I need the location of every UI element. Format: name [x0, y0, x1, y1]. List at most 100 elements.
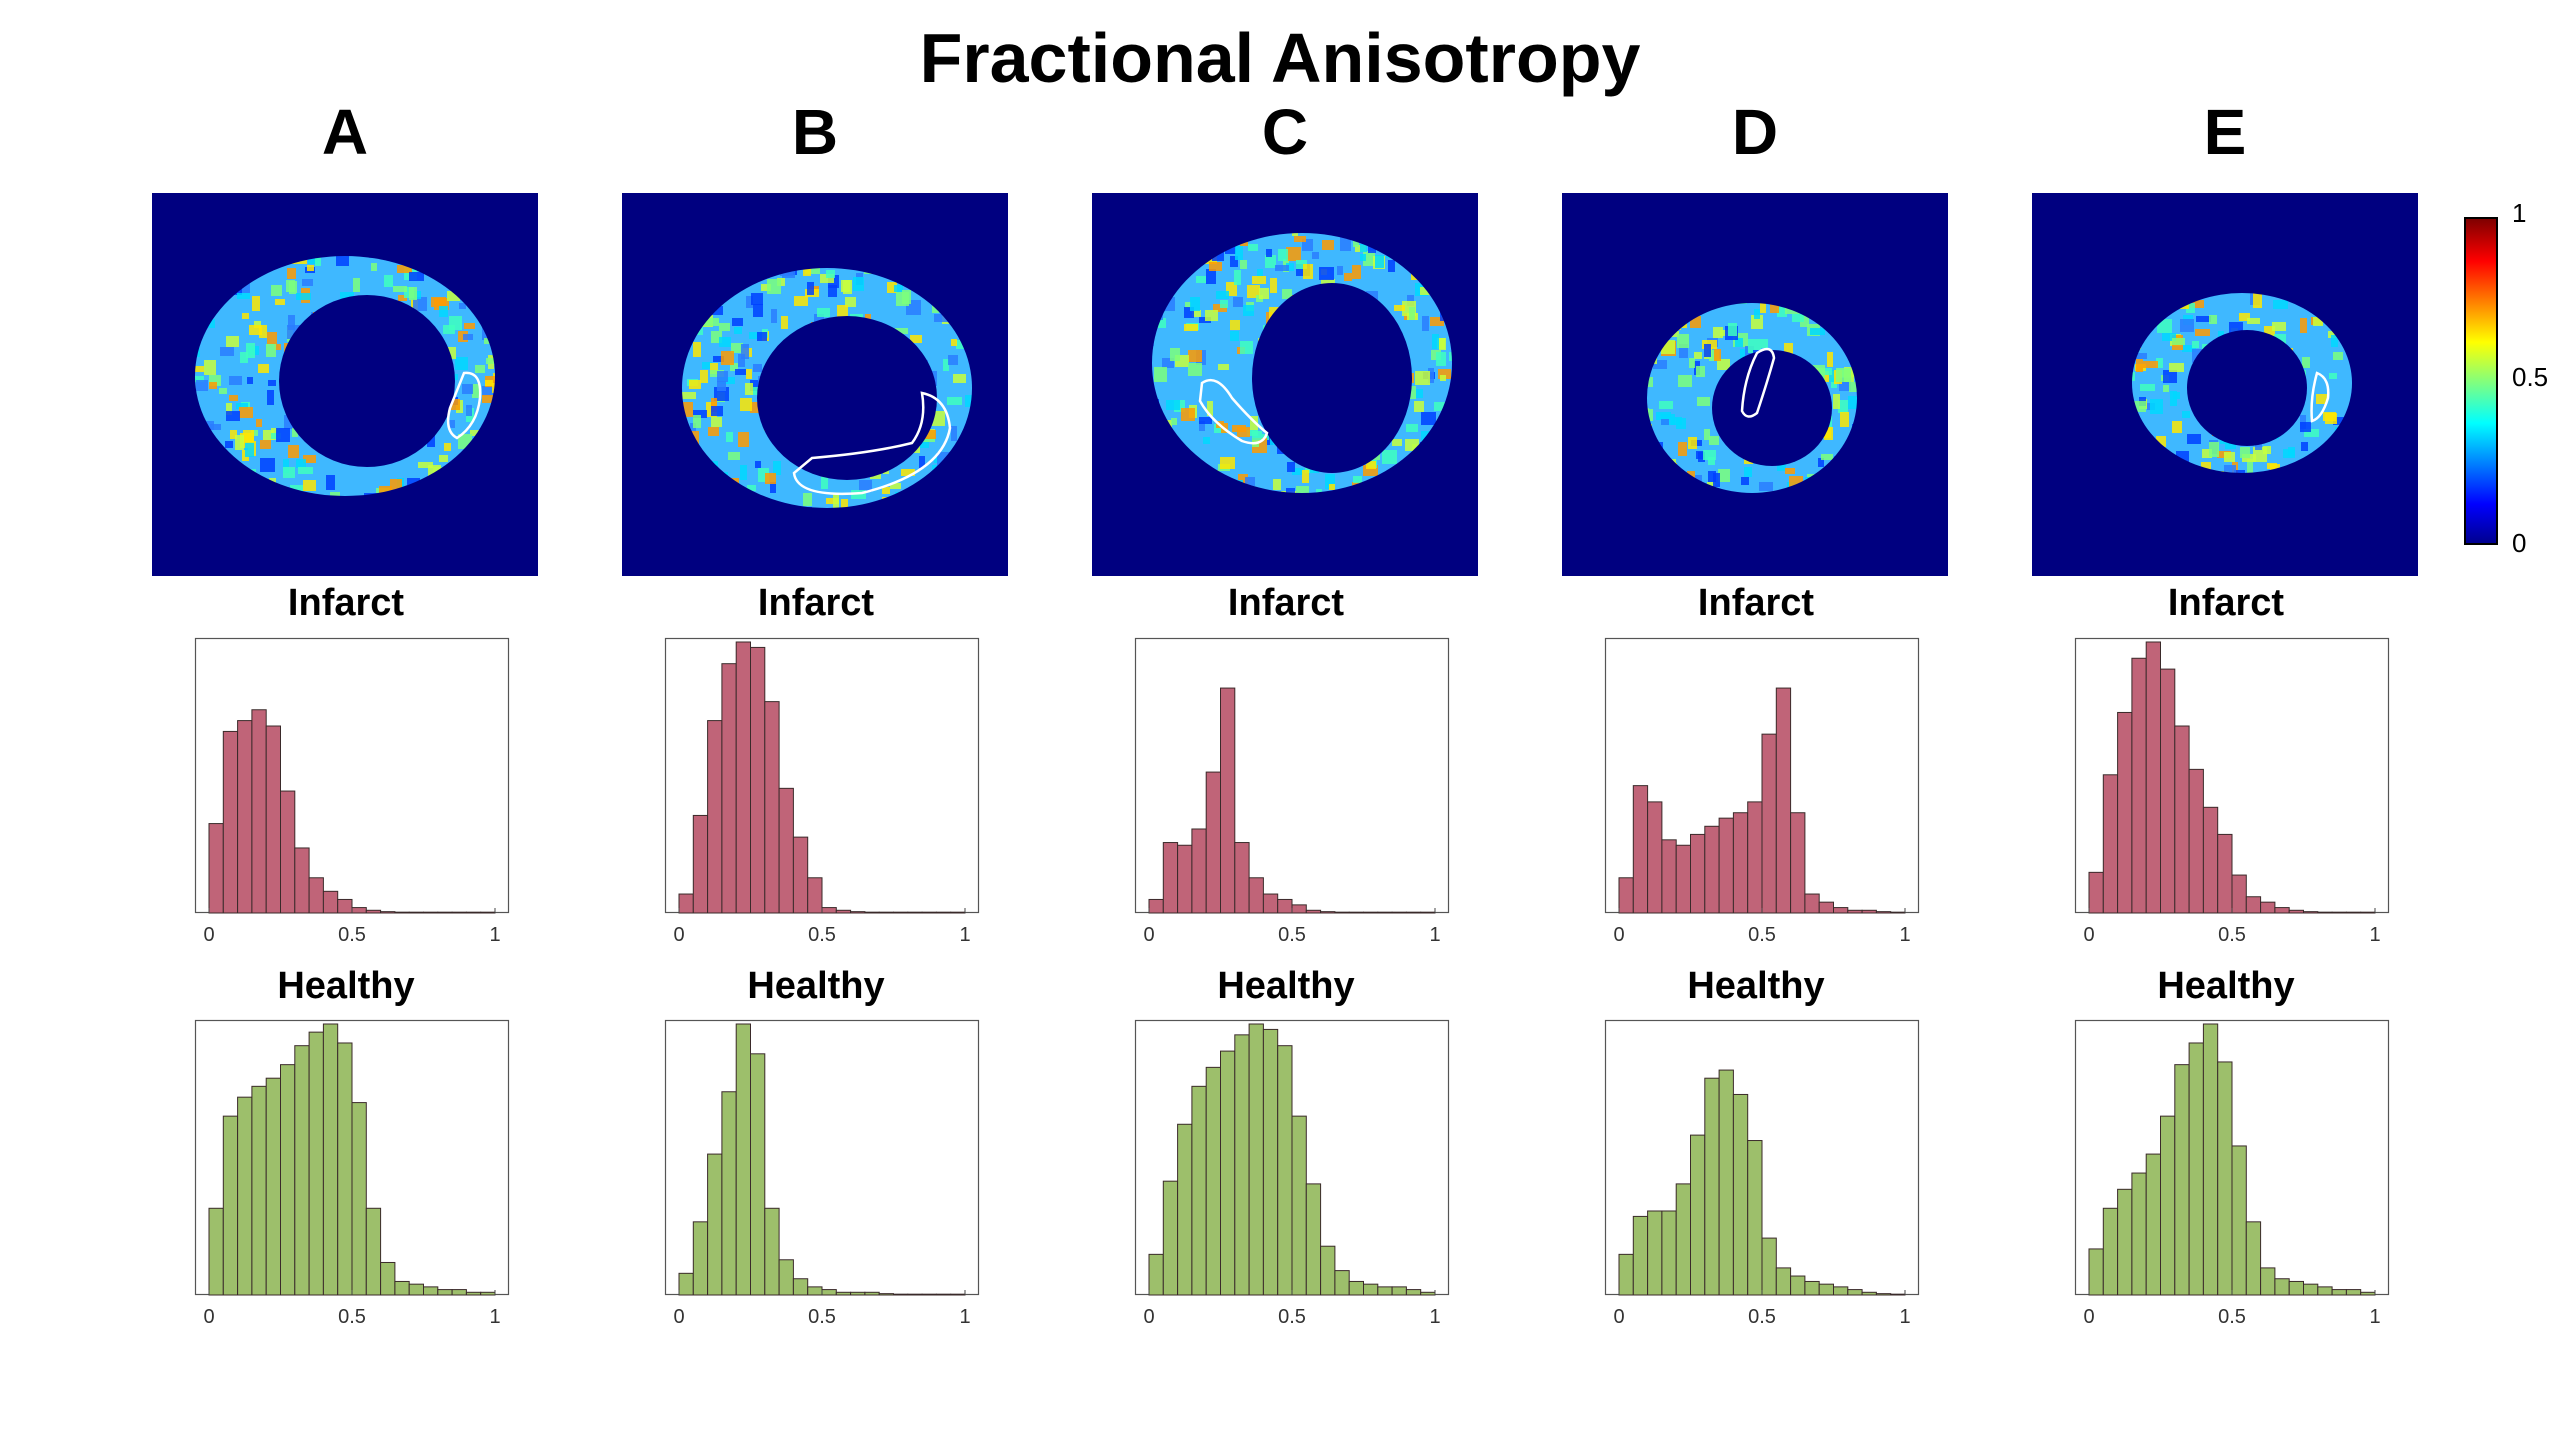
tissue-speckle: [534, 356, 538, 367]
tissue-speckle: [858, 381, 871, 392]
tissue-speckle: [1752, 230, 1765, 236]
tissue-speckle: [1366, 461, 1376, 469]
tissue-speckle: [1883, 516, 1896, 531]
tissue-speckle: [2058, 465, 2067, 476]
tissue-speckle: [524, 195, 534, 206]
tissue-speckle: [1467, 505, 1476, 520]
tissue-speckle: [413, 297, 427, 311]
tissue-speckle: [1704, 344, 1711, 357]
tissue-speckle: [1440, 375, 1446, 381]
tissue-speckle: [1292, 228, 1298, 236]
tissue-speckle: [841, 499, 848, 511]
tissue-speckle: [1855, 276, 1867, 282]
tissue-speckle: [427, 434, 435, 447]
tissue-speckle: [209, 382, 217, 389]
tissue-speckle: [879, 511, 888, 518]
tissue-speckle: [285, 547, 291, 553]
tissue-speckle: [1411, 261, 1419, 273]
tissue-speckle: [660, 344, 666, 350]
tissue-speckle: [691, 551, 700, 557]
tissue-speckle: [2200, 193, 2213, 208]
hist-bar: [2088, 1248, 2104, 1296]
hist-bar: [764, 1207, 780, 1296]
fa-map-panel-d: [1562, 193, 1948, 576]
tissue-speckle: [1652, 218, 1662, 228]
tissue-speckle: [1359, 359, 1370, 371]
tissue-speckle: [769, 424, 778, 432]
tissue-speckle: [1364, 213, 1374, 223]
tissue-speckle: [773, 461, 781, 475]
colorbar-tick-mid: 0.5: [2512, 362, 2549, 392]
tissue-speckle: [2349, 316, 2362, 327]
tissue-speckle: [2133, 353, 2147, 359]
tissue-speckle: [1898, 514, 1912, 523]
tissue-speckle: [910, 272, 921, 282]
tissue-speckle: [2195, 329, 2210, 336]
tissue-speckle: [1304, 549, 1315, 555]
tissue-speckle: [1422, 316, 1429, 331]
tissue-speckle: [2371, 429, 2385, 441]
tissue-speckle: [2196, 376, 2209, 387]
tissue-speckle: [1929, 341, 1938, 353]
tissue-speckle: [1759, 482, 1773, 491]
tissue-speckle: [2416, 215, 2418, 228]
tissue-speckle: [1792, 314, 1804, 322]
tissue-speckle: [1171, 418, 1177, 425]
tissue-speckle: [1659, 401, 1673, 409]
tissue-speckle: [1706, 522, 1716, 528]
tissue-speckle: [2247, 318, 2260, 324]
tissue-speckle: [2129, 237, 2140, 246]
tissue-speckle: [1829, 516, 1838, 522]
tissue-speckle: [2172, 247, 2181, 261]
tissue-speckle: [1003, 553, 1008, 564]
tissue-speckle: [2331, 335, 2338, 347]
tissue-speckle: [1741, 477, 1749, 485]
tissue-speckle: [2333, 417, 2346, 425]
tissue-speckle: [508, 465, 523, 476]
tissue-speckle: [1292, 295, 1303, 305]
tissue-speckle: [1234, 270, 1241, 285]
hist-bar: [1420, 911, 1436, 914]
tissue-speckle: [2275, 392, 2284, 405]
tissue-speckle: [1886, 335, 1901, 346]
tissue-speckle: [756, 518, 768, 527]
tissue-speckle: [2301, 442, 2308, 451]
tissue-speckle: [1124, 271, 1134, 278]
tissue-speckle: [492, 383, 498, 393]
tissue-speckle: [1572, 562, 1587, 576]
tissue-speckle: [1664, 331, 1679, 337]
tissue-speckle: [987, 501, 998, 508]
tissue-speckle: [2055, 236, 2070, 248]
tissue-speckle: [827, 219, 834, 231]
tissue-speckle: [1443, 442, 1452, 451]
tissue-speckle: [809, 458, 818, 472]
tissue-speckle: [1344, 343, 1359, 355]
tissue-speckle: [775, 403, 785, 414]
tissue-speckle: [482, 395, 493, 403]
tissue-speckle: [1629, 389, 1638, 396]
tissue-speckle: [303, 455, 316, 463]
tissue-speckle: [209, 375, 221, 386]
tissue-speckle: [287, 268, 296, 279]
tissue-speckle: [907, 517, 917, 530]
tissue-speckle: [1448, 313, 1461, 325]
tissue-speckle: [1602, 418, 1616, 432]
tissue-speckle: [269, 478, 276, 485]
tissue-speckle: [283, 467, 295, 478]
tissue-speckle: [475, 280, 486, 291]
tissue-speckle: [701, 245, 708, 255]
tissue-speckle: [1851, 558, 1863, 570]
tissue-speckle: [266, 344, 276, 357]
tissue-speckle: [1298, 435, 1309, 444]
infarct-title-d: Infarct: [1697, 582, 1815, 624]
tissue-speckle: [1601, 533, 1609, 541]
hist-bar: [2331, 911, 2347, 914]
tissue-speckle: [1895, 516, 1902, 526]
tissue-speckle: [1409, 552, 1423, 559]
tissue-speckle: [1626, 552, 1638, 567]
tissue-speckle: [2349, 408, 2357, 423]
tissue-speckle: [268, 380, 276, 386]
hist-bar: [792, 1278, 809, 1296]
tissue-speckle: [1657, 237, 1670, 245]
tissue-speckle: [853, 452, 866, 466]
